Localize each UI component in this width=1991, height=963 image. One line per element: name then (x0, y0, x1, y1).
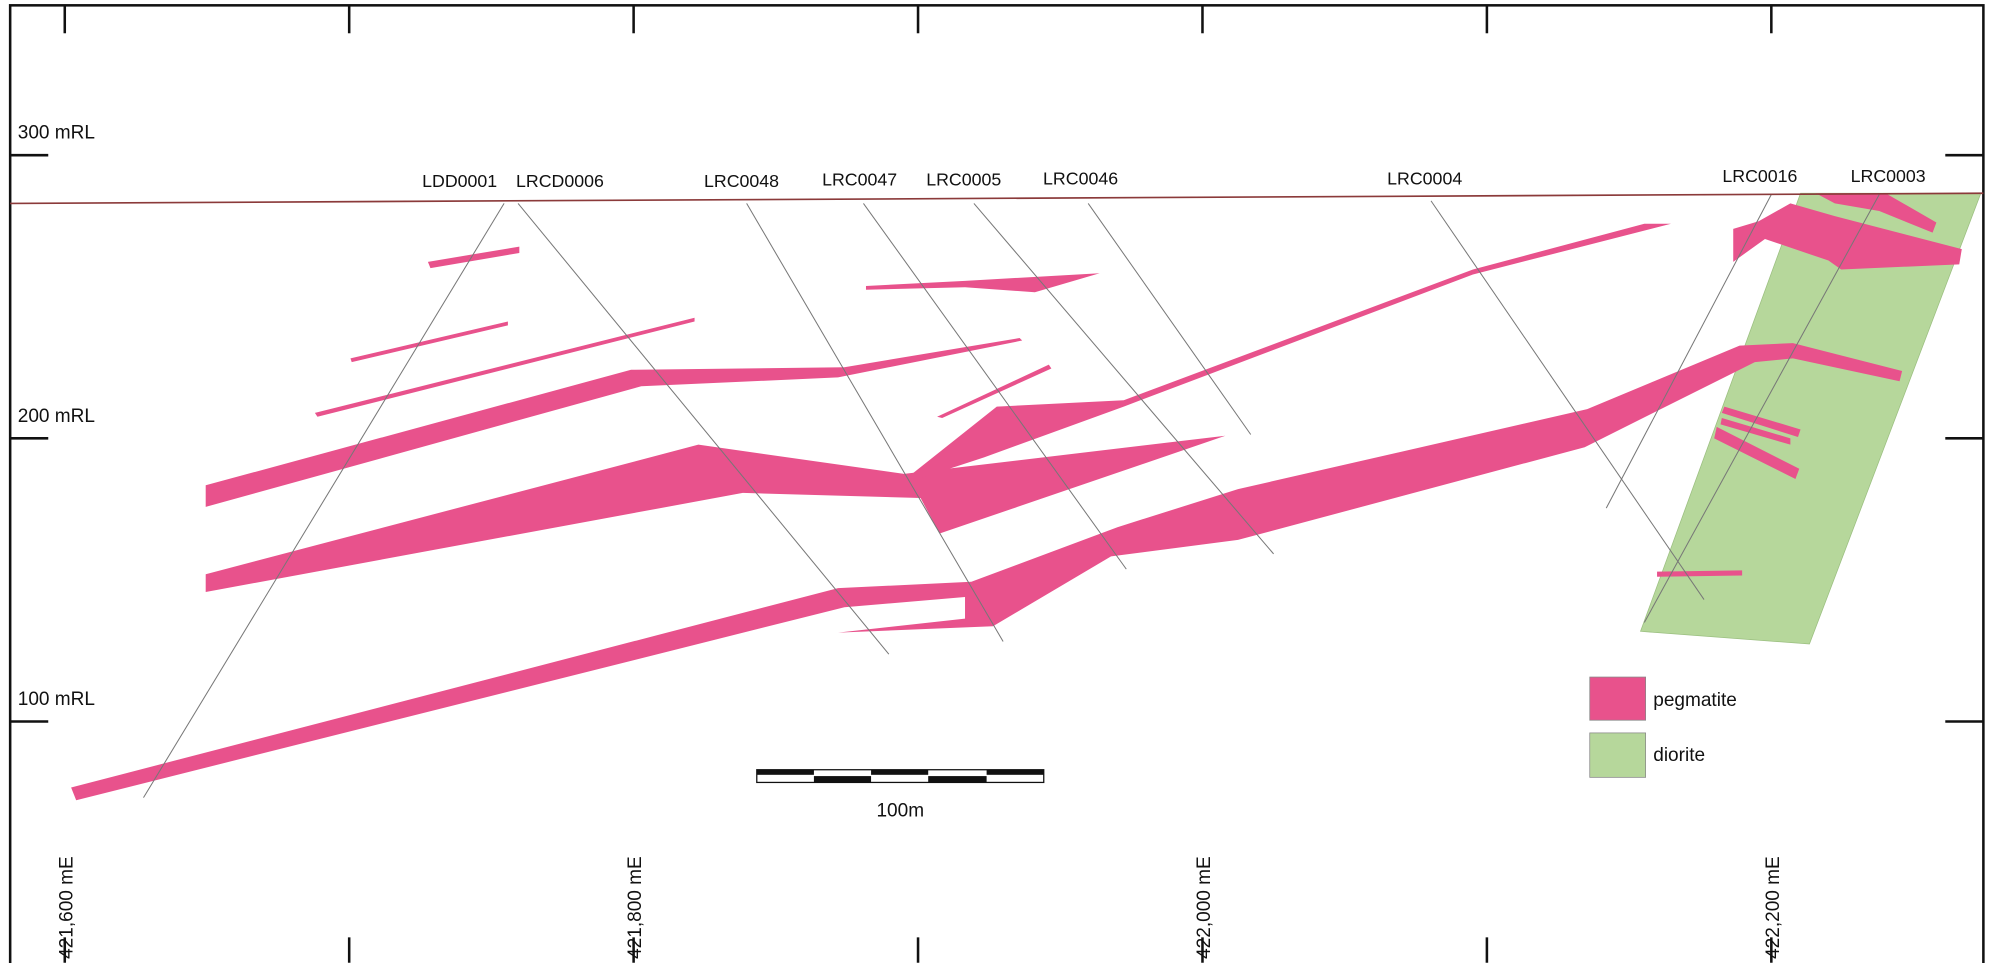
drillhole-label: LRC0003 (1851, 166, 1926, 186)
drillhole-label: LRC0048 (704, 171, 779, 191)
drillhole-label: LRC0046 (1043, 168, 1118, 188)
rl-label: 300 mRL (18, 123, 95, 144)
legend-swatch (1590, 733, 1646, 777)
easting-label: 421,600 mE (56, 856, 77, 959)
rl-label: 100 mRL (18, 689, 95, 710)
easting-label: 422,000 mE (1194, 856, 1215, 959)
drillhole-label: LRC0005 (926, 170, 1001, 190)
scale-bar-segment (757, 770, 814, 775)
scale-bar-segment (928, 776, 986, 782)
scale-bar-segment (871, 770, 928, 775)
drillhole-label: LRC0016 (1722, 166, 1797, 186)
easting-label: 422,200 mE (1763, 856, 1784, 959)
drillhole-label: LDD0001 (422, 171, 497, 191)
drillhole-label: LRC0047 (822, 170, 897, 190)
scale-bar-segment (814, 776, 871, 782)
easting-label: 421,800 mE (625, 856, 646, 959)
drillhole-label: LRC0004 (1387, 168, 1462, 188)
scale-bar-label: 100m (876, 801, 924, 822)
scale-bar-segment (987, 770, 1044, 775)
rl-label: 200 mRL (18, 406, 95, 427)
cross-section: LDD0001 LRCD0006 LRC0048 LRC0047 LRC0005… (0, 0, 1991, 963)
legend-label: pegmatite (1653, 690, 1737, 711)
legend-label: diorite (1653, 745, 1705, 766)
legend-swatch (1590, 677, 1646, 720)
drillhole-label: LRCD0006 (516, 171, 604, 191)
